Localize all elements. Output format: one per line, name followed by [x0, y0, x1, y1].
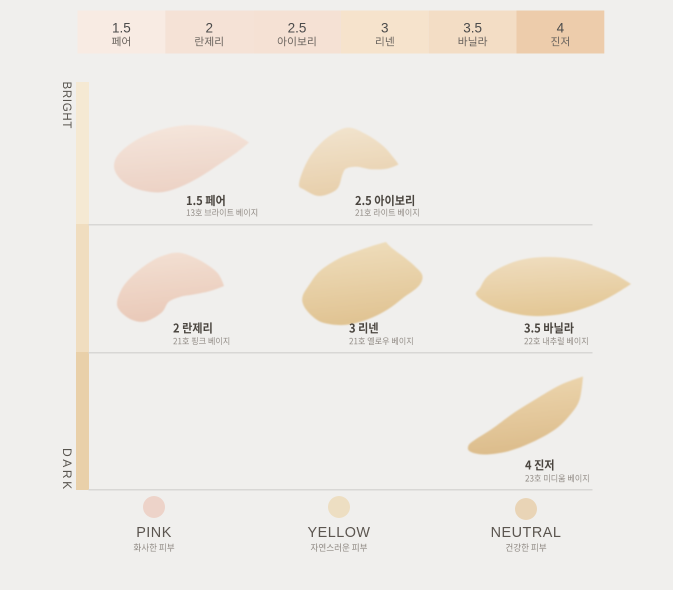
- svg-text:DARK: DARK: [60, 448, 74, 492]
- svg-text:PINK: PINK: [136, 525, 172, 541]
- svg-text:1.5: 1.5: [112, 21, 131, 36]
- svg-text:2.5: 2.5: [288, 21, 307, 36]
- svg-text:2: 2: [205, 21, 213, 36]
- svg-text:YELLOW: YELLOW: [308, 525, 371, 541]
- svg-text:BRIGHT: BRIGHT: [60, 82, 72, 130]
- svg-text:3.5: 3.5: [463, 21, 482, 36]
- svg-text:3: 3: [381, 21, 389, 36]
- svg-text:NEUTRAL: NEUTRAL: [491, 525, 562, 541]
- svg-text:4: 4: [557, 21, 565, 36]
